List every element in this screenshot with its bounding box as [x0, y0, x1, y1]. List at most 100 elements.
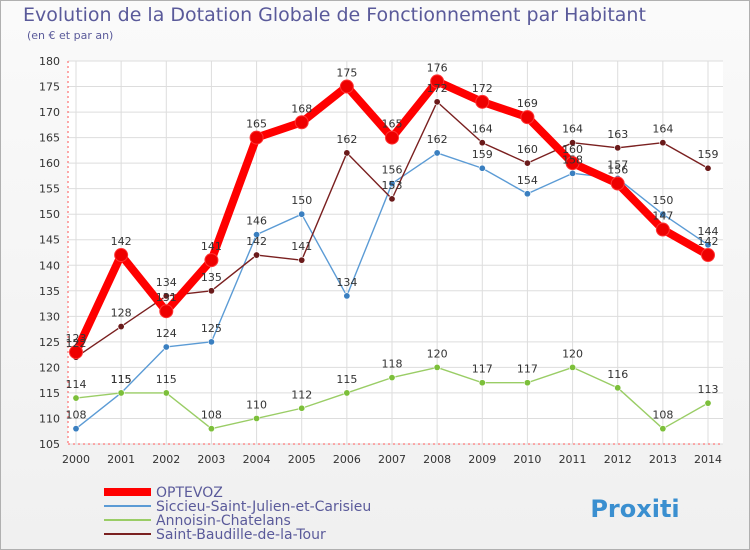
y-tick-label: 180	[39, 55, 60, 68]
data-point	[385, 130, 399, 145]
data-point	[253, 414, 261, 422]
y-tick-label: 150	[39, 208, 60, 221]
data-label: 158	[562, 153, 583, 166]
data-point	[614, 144, 622, 152]
y-tick-label: 110	[39, 412, 60, 425]
brand-logo: Proxiti	[590, 495, 679, 523]
data-label: 110	[246, 398, 267, 411]
data-point	[430, 74, 445, 89]
data-point	[72, 425, 80, 433]
data-point	[298, 256, 306, 264]
data-label: 165	[246, 118, 267, 131]
data-point	[294, 115, 309, 130]
data-point	[520, 110, 535, 125]
data-point	[207, 425, 215, 433]
data-point	[249, 130, 264, 145]
data-point	[433, 98, 441, 106]
data-label: 135	[201, 271, 222, 284]
data-point	[659, 425, 667, 433]
y-tick-label: 170	[39, 106, 60, 119]
data-point	[614, 384, 622, 392]
data-label: 141	[201, 240, 222, 253]
data-point	[569, 363, 577, 371]
data-label: 164	[652, 123, 673, 136]
chart-title: Evolution de la Dotation Globale de Fonc…	[23, 4, 646, 26]
legend-label: Saint-Baudille-de-la-Tour	[156, 527, 326, 543]
x-tick-label: 2009	[468, 453, 496, 466]
data-label: 123	[66, 332, 87, 345]
data-point	[207, 338, 215, 346]
data-label: 172	[427, 82, 448, 95]
data-point	[204, 253, 219, 268]
x-tick-label: 2006	[333, 453, 361, 466]
data-label: 153	[382, 179, 403, 192]
data-label: 156	[607, 164, 628, 177]
x-tick-label: 2011	[559, 453, 587, 466]
data-label: 141	[291, 240, 312, 253]
data-point	[343, 292, 351, 300]
y-tick-label: 175	[39, 81, 60, 94]
data-label: 147	[652, 210, 673, 223]
data-label: 160	[562, 143, 583, 156]
data-point	[117, 323, 125, 331]
data-label: 150	[652, 194, 673, 207]
data-label: 175	[336, 67, 357, 80]
x-tick-label: 2001	[107, 453, 135, 466]
data-point	[117, 389, 125, 397]
data-point	[433, 149, 441, 157]
data-label: 115	[111, 373, 132, 386]
data-label: 157	[607, 158, 628, 171]
y-tick-label: 120	[39, 361, 60, 374]
data-point	[298, 210, 306, 218]
plot-area	[68, 61, 723, 444]
data-label: 159	[472, 148, 493, 161]
data-label: 144	[698, 225, 719, 238]
data-point	[343, 389, 351, 397]
x-tick-label: 2010	[513, 453, 541, 466]
data-label: 142	[698, 235, 719, 248]
data-label: 122	[66, 337, 87, 350]
data-label: 164	[562, 123, 583, 136]
data-point	[655, 222, 670, 237]
data-label: 160	[517, 143, 538, 156]
x-tick-label: 2008	[423, 453, 451, 466]
data-label: 163	[607, 128, 628, 141]
data-label: 116	[607, 368, 628, 381]
data-label: 117	[517, 363, 538, 376]
data-point	[523, 190, 531, 198]
data-point	[69, 345, 83, 360]
data-point	[388, 374, 396, 382]
y-tick-label: 115	[39, 387, 60, 400]
x-tick-label: 2012	[604, 453, 632, 466]
chart-subtitle: (en € et par an)	[27, 29, 114, 42]
y-tick-label: 155	[39, 183, 60, 196]
data-point	[72, 394, 80, 402]
data-label: 168	[291, 102, 312, 115]
data-point	[478, 379, 486, 387]
legend-label: Siccieu-Saint-Julien-et-Carisieu	[156, 499, 371, 515]
data-label: 113	[698, 383, 719, 396]
data-label: 117	[472, 363, 493, 376]
data-label: 115	[336, 373, 357, 386]
data-label: 125	[201, 322, 222, 335]
data-point	[523, 379, 531, 387]
data-label: 114	[66, 378, 87, 391]
legend-label: OPTEVOZ	[156, 485, 223, 501]
data-label: 108	[652, 409, 673, 422]
data-point	[659, 210, 667, 218]
y-tick-label: 130	[39, 310, 60, 323]
data-label: 162	[427, 133, 448, 146]
data-point	[704, 164, 712, 172]
data-label: 131	[156, 291, 177, 304]
data-point	[659, 139, 667, 147]
data-point	[253, 251, 261, 259]
data-label: 120	[427, 347, 448, 360]
data-point	[569, 139, 577, 147]
data-label: 128	[111, 307, 132, 320]
data-label: 120	[562, 347, 583, 360]
data-point	[565, 156, 580, 171]
data-label: 164	[472, 123, 493, 136]
data-point	[569, 169, 577, 177]
data-label: 165	[382, 118, 403, 131]
